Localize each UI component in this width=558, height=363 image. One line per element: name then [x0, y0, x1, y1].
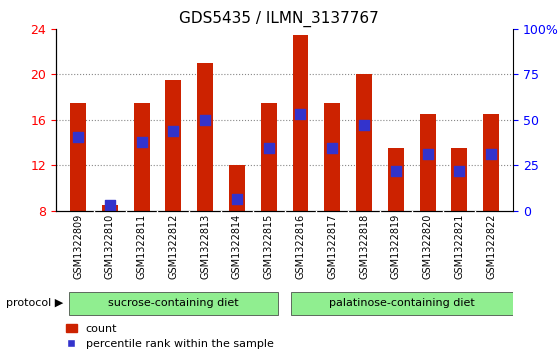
Bar — [420, 114, 435, 211]
Point — [74, 134, 83, 140]
Point — [105, 202, 114, 208]
Bar — [292, 35, 309, 211]
Bar — [102, 205, 118, 211]
Text: GDS5435 / ILMN_3137767: GDS5435 / ILMN_3137767 — [179, 11, 379, 27]
Point — [201, 117, 210, 123]
Point — [423, 151, 432, 157]
Bar — [134, 103, 150, 211]
Point — [455, 168, 464, 174]
Point — [391, 168, 400, 174]
Text: palatinose-containing diet: palatinose-containing diet — [329, 298, 475, 308]
Bar — [261, 103, 277, 211]
Bar — [197, 63, 213, 211]
Point — [359, 123, 368, 129]
Point — [169, 128, 178, 134]
Bar — [388, 148, 404, 211]
FancyBboxPatch shape — [69, 292, 278, 314]
Bar — [483, 114, 499, 211]
Point — [233, 196, 242, 202]
Legend: count, percentile rank within the sample: count, percentile rank within the sample — [61, 319, 278, 354]
Point — [264, 145, 273, 151]
Bar — [229, 165, 245, 211]
Bar — [356, 74, 372, 211]
Text: sucrose-containing diet: sucrose-containing diet — [108, 298, 239, 308]
Point — [296, 111, 305, 117]
Point — [137, 140, 146, 146]
Bar — [165, 80, 181, 211]
FancyBboxPatch shape — [291, 292, 513, 314]
Point — [487, 151, 496, 157]
Bar — [324, 103, 340, 211]
Point — [328, 145, 336, 151]
Bar — [451, 148, 467, 211]
Text: protocol ▶: protocol ▶ — [6, 298, 63, 308]
Bar — [70, 103, 86, 211]
